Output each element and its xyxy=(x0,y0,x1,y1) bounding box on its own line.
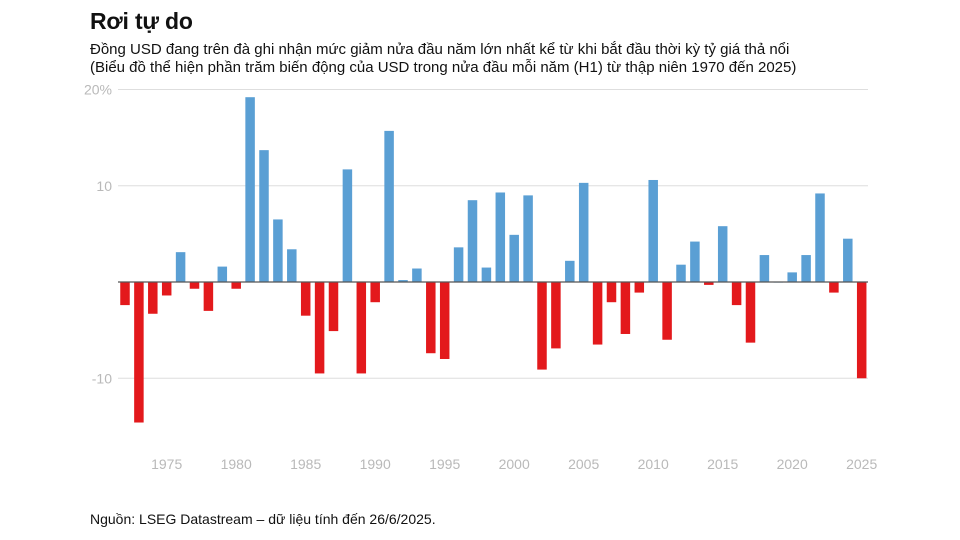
x-tick-label: 2015 xyxy=(707,456,738,472)
axes: 20% 10 -10 1975 1980 1985 1990 1995 2000 2005 2010… xyxy=(84,82,878,473)
bar-1972 xyxy=(120,282,130,306)
bar-1995 xyxy=(439,282,450,359)
bar-1988 xyxy=(342,169,353,282)
subtitle-line-1: Đồng USD đang trên đà ghi nhận mức giảm … xyxy=(90,41,790,58)
bar-1987 xyxy=(328,282,339,332)
bar-1984 xyxy=(287,249,297,282)
bar-1992 xyxy=(398,280,408,282)
bar-2023 xyxy=(829,282,839,293)
grid-lines xyxy=(118,89,868,379)
bar-1985 xyxy=(300,282,311,316)
bar-2018 xyxy=(759,255,770,282)
bar-2014 xyxy=(704,282,714,285)
x-tick-label: 2005 xyxy=(568,456,599,472)
bar-2006 xyxy=(592,282,603,345)
bar-2022 xyxy=(815,193,825,282)
bar-1974 xyxy=(148,282,158,314)
bar-2005 xyxy=(578,182,589,282)
source-note: Nguồn: LSEG Datastream – dữ liệu tính đế… xyxy=(90,511,436,527)
bar-2007 xyxy=(606,282,617,303)
y-tick-label: 20% xyxy=(84,82,112,98)
x-tick-label: 2000 xyxy=(499,456,530,472)
bar-1978 xyxy=(203,282,214,311)
bar-1977 xyxy=(189,282,200,289)
bar-2010 xyxy=(648,179,658,282)
y-tick-label: -10 xyxy=(92,370,112,386)
bar-2004 xyxy=(565,260,575,282)
bar-2009 xyxy=(634,282,645,293)
bar-1980 xyxy=(231,282,241,289)
x-tick-label: 1975 xyxy=(151,456,182,472)
bar-1973 xyxy=(134,282,144,423)
bar-2001 xyxy=(523,195,533,283)
bar-2002 xyxy=(537,282,547,370)
bars xyxy=(120,97,867,423)
bar-2000 xyxy=(509,234,519,282)
x-tick-label: 1990 xyxy=(360,456,391,472)
bar-1983 xyxy=(273,219,283,282)
bar-1998 xyxy=(481,267,492,282)
bar-2020 xyxy=(787,272,797,283)
bar-1981 xyxy=(245,97,255,282)
x-tick-label: 2020 xyxy=(777,456,808,472)
x-tick-label: 1985 xyxy=(290,456,321,472)
bar-1993 xyxy=(412,268,422,282)
x-tick-label: 1995 xyxy=(429,456,460,472)
bar-1997 xyxy=(467,200,478,282)
bar-2003 xyxy=(551,282,561,349)
bar-2013 xyxy=(690,241,700,282)
x-tick-label: 1980 xyxy=(221,456,252,472)
bar-1982 xyxy=(259,150,269,282)
x-tick-label: 2010 xyxy=(638,456,669,472)
bar-2015 xyxy=(717,226,728,282)
bar-2016 xyxy=(731,282,742,306)
chart-subtitle: Đồng USD đang trên đà ghi nhận mức giảm … xyxy=(90,41,890,77)
bar-1986 xyxy=(314,282,325,374)
x-tick-label: 2025 xyxy=(846,456,877,472)
bar-1996 xyxy=(453,247,464,282)
bar-1976 xyxy=(175,252,186,282)
bar-1989 xyxy=(356,282,367,374)
bar-2021 xyxy=(801,255,811,282)
bar-1990 xyxy=(370,282,380,303)
bar-1991 xyxy=(384,130,394,282)
bar-2025 xyxy=(856,282,867,379)
bar-2012 xyxy=(676,264,686,282)
bar-1994 xyxy=(426,282,436,354)
subtitle-line-2: (Biểu đồ thể hiện phần trăm biến động củ… xyxy=(90,59,797,76)
bar-2008 xyxy=(620,282,631,334)
bar-2011 xyxy=(662,282,672,340)
bar-1975 xyxy=(161,282,172,296)
bar-1999 xyxy=(495,192,506,282)
y-tick-label: 10 xyxy=(96,178,112,194)
chart-title: Rơi tự do xyxy=(90,8,193,34)
bar-2017 xyxy=(745,282,756,343)
bar-1979 xyxy=(217,266,228,282)
bar-2024 xyxy=(843,238,853,282)
